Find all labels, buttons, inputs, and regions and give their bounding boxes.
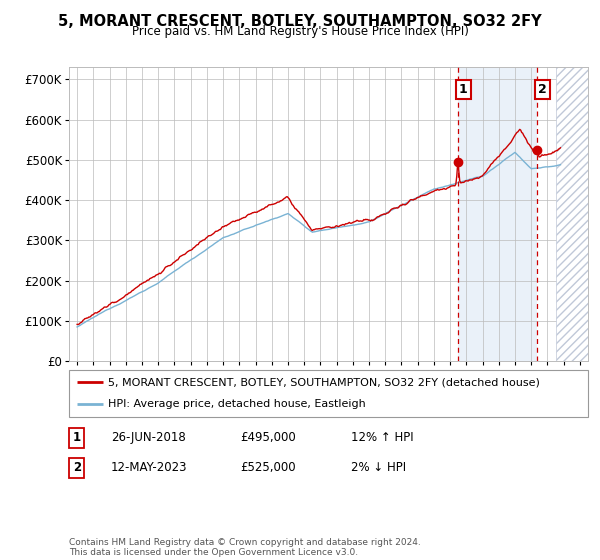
Text: 2% ↓ HPI: 2% ↓ HPI — [351, 461, 406, 474]
Text: Contains HM Land Registry data © Crown copyright and database right 2024.
This d: Contains HM Land Registry data © Crown c… — [69, 538, 421, 557]
Text: 2: 2 — [73, 461, 81, 474]
Text: Price paid vs. HM Land Registry's House Price Index (HPI): Price paid vs. HM Land Registry's House … — [131, 25, 469, 38]
Text: HPI: Average price, detached house, Eastleigh: HPI: Average price, detached house, East… — [108, 399, 365, 409]
Text: £495,000: £495,000 — [240, 431, 296, 445]
Text: 2: 2 — [538, 83, 547, 96]
Text: 1: 1 — [459, 83, 467, 96]
Text: 5, MORANT CRESCENT, BOTLEY, SOUTHAMPTON, SO32 2FY (detached house): 5, MORANT CRESCENT, BOTLEY, SOUTHAMPTON,… — [108, 377, 540, 388]
Text: 1: 1 — [73, 431, 81, 445]
Text: 12-MAY-2023: 12-MAY-2023 — [111, 461, 187, 474]
Text: 12% ↑ HPI: 12% ↑ HPI — [351, 431, 413, 445]
Text: £525,000: £525,000 — [240, 461, 296, 474]
Text: 26-JUN-2018: 26-JUN-2018 — [111, 431, 186, 445]
FancyBboxPatch shape — [69, 370, 588, 417]
Bar — [556, 67, 588, 361]
Text: 5, MORANT CRESCENT, BOTLEY, SOUTHAMPTON, SO32 2FY: 5, MORANT CRESCENT, BOTLEY, SOUTHAMPTON,… — [58, 14, 542, 29]
Bar — [458, 67, 537, 361]
